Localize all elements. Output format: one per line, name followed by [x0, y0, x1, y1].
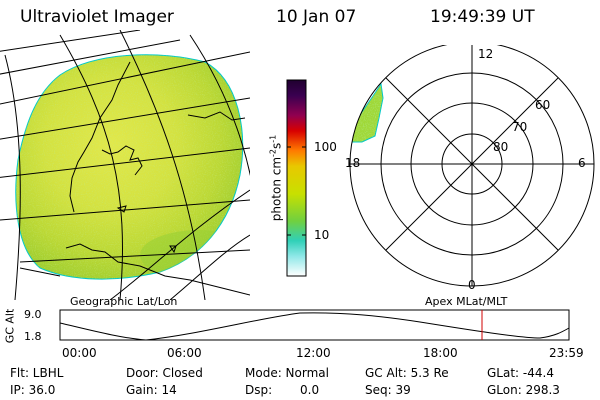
geographic-uv-image	[0, 30, 250, 300]
orbit-xtick-2359: 23:59	[549, 346, 584, 360]
gain-info: Gain: 14	[126, 383, 177, 397]
door-info: Door: Closed	[126, 366, 203, 380]
mode-info: Mode: Normal	[245, 366, 329, 380]
orbit-ytick-9: 9.0	[24, 308, 42, 321]
dsp-info-label: Dsp:	[245, 383, 273, 397]
colorbar-tick-10: 10	[314, 228, 330, 242]
ip-info: IP: 36.0	[10, 383, 56, 397]
mlt-label-0: 0	[468, 278, 476, 292]
colorbar	[286, 79, 307, 277]
mlat-label-60: 60	[535, 98, 551, 112]
orbit-xtick-0600: 06:00	[167, 346, 202, 360]
mlt-label-12: 12	[478, 47, 494, 61]
polar-mlat-mlt-plot	[349, 45, 595, 287]
mlt-label-18: 18	[345, 156, 361, 170]
seq-info: Seq: 39	[365, 383, 411, 397]
date-label: 10 Jan 07	[276, 7, 357, 27]
geographic-caption: Geographic Lat/Lon	[70, 295, 178, 308]
colorbar-tick-100: 100	[314, 140, 337, 154]
mlat-label-70: 70	[512, 120, 528, 134]
time-label: 19:49:39 UT	[430, 7, 535, 27]
gc-alt-info: GC Alt: 5.3 Re	[365, 366, 449, 380]
mlt-label-6: 6	[578, 156, 586, 170]
glon-info: GLon: 298.3	[487, 383, 560, 397]
mlat-label-80: 80	[493, 140, 509, 154]
orbit-xtick-1800: 18:00	[423, 346, 458, 360]
dsp-info-value: 0.0	[300, 383, 320, 397]
colorbar-label: photon cm-2s-1	[268, 134, 284, 222]
orbit-ytick-1-8: 1.8	[24, 330, 42, 343]
altitude-curve	[59, 312, 570, 341]
glat-info: GLat: -44.4	[487, 366, 554, 380]
orbit-ylabel: GC Alt	[3, 308, 17, 344]
filter-info: Flt: LBHL	[10, 366, 64, 380]
apex-caption: Apex MLat/MLT	[425, 295, 508, 308]
orbit-xtick-1200: 12:00	[296, 346, 331, 360]
orbit-altitude-plot	[59, 309, 570, 341]
instrument-title: Ultraviolet Imager	[20, 7, 174, 27]
orbit-xtick-0000: 00:00	[62, 346, 97, 360]
